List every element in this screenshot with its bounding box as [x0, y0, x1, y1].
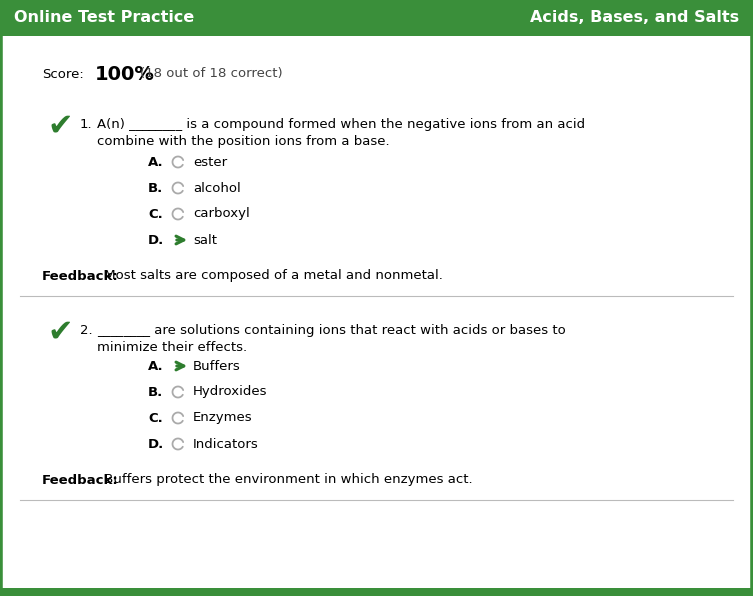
- Text: ✔: ✔: [47, 111, 73, 141]
- Text: C.: C.: [148, 411, 163, 424]
- Text: 100%: 100%: [95, 64, 155, 83]
- Text: ✔: ✔: [47, 318, 73, 346]
- Text: alcohol: alcohol: [193, 182, 241, 194]
- Text: (18 out of 18 correct): (18 out of 18 correct): [140, 67, 282, 80]
- Text: A(n) ________ is a compound formed when the negative ions from an acid: A(n) ________ is a compound formed when …: [97, 118, 585, 131]
- Text: C.: C.: [148, 207, 163, 221]
- Text: Hydroxides: Hydroxides: [193, 386, 267, 399]
- Text: combine with the position ions from a base.: combine with the position ions from a ba…: [97, 135, 389, 148]
- Text: ________ are solutions containing ions that react with acids or bases to: ________ are solutions containing ions t…: [97, 324, 566, 337]
- Text: Online Test Practice: Online Test Practice: [14, 11, 194, 26]
- Text: Indicators: Indicators: [193, 437, 259, 451]
- Text: carboxyl: carboxyl: [193, 207, 250, 221]
- Text: Score:: Score:: [42, 67, 84, 80]
- Text: 2.: 2.: [80, 324, 93, 337]
- Text: B.: B.: [148, 182, 163, 194]
- Text: Buffers: Buffers: [193, 359, 241, 372]
- Text: salt: salt: [193, 234, 217, 247]
- Text: Feedback:: Feedback:: [42, 473, 119, 486]
- Text: 1.: 1.: [80, 118, 93, 131]
- Bar: [0, 0, 753, 36]
- Text: A.: A.: [148, 359, 163, 372]
- Text: minimize their effects.: minimize their effects.: [97, 341, 247, 354]
- Text: D.: D.: [148, 437, 164, 451]
- Text: A.: A.: [148, 156, 163, 169]
- Text: Feedback:: Feedback:: [42, 269, 119, 283]
- Text: Most salts are composed of a metal and nonmetal.: Most salts are composed of a metal and n…: [100, 269, 443, 283]
- Text: B.: B.: [148, 386, 163, 399]
- Text: D.: D.: [148, 234, 164, 247]
- Text: Acids, Bases, and Salts: Acids, Bases, and Salts: [530, 11, 739, 26]
- Text: Buffers protect the environment in which enzymes act.: Buffers protect the environment in which…: [100, 473, 473, 486]
- Text: Enzymes: Enzymes: [193, 411, 252, 424]
- Bar: [0, 588, 753, 596]
- Text: ester: ester: [193, 156, 227, 169]
